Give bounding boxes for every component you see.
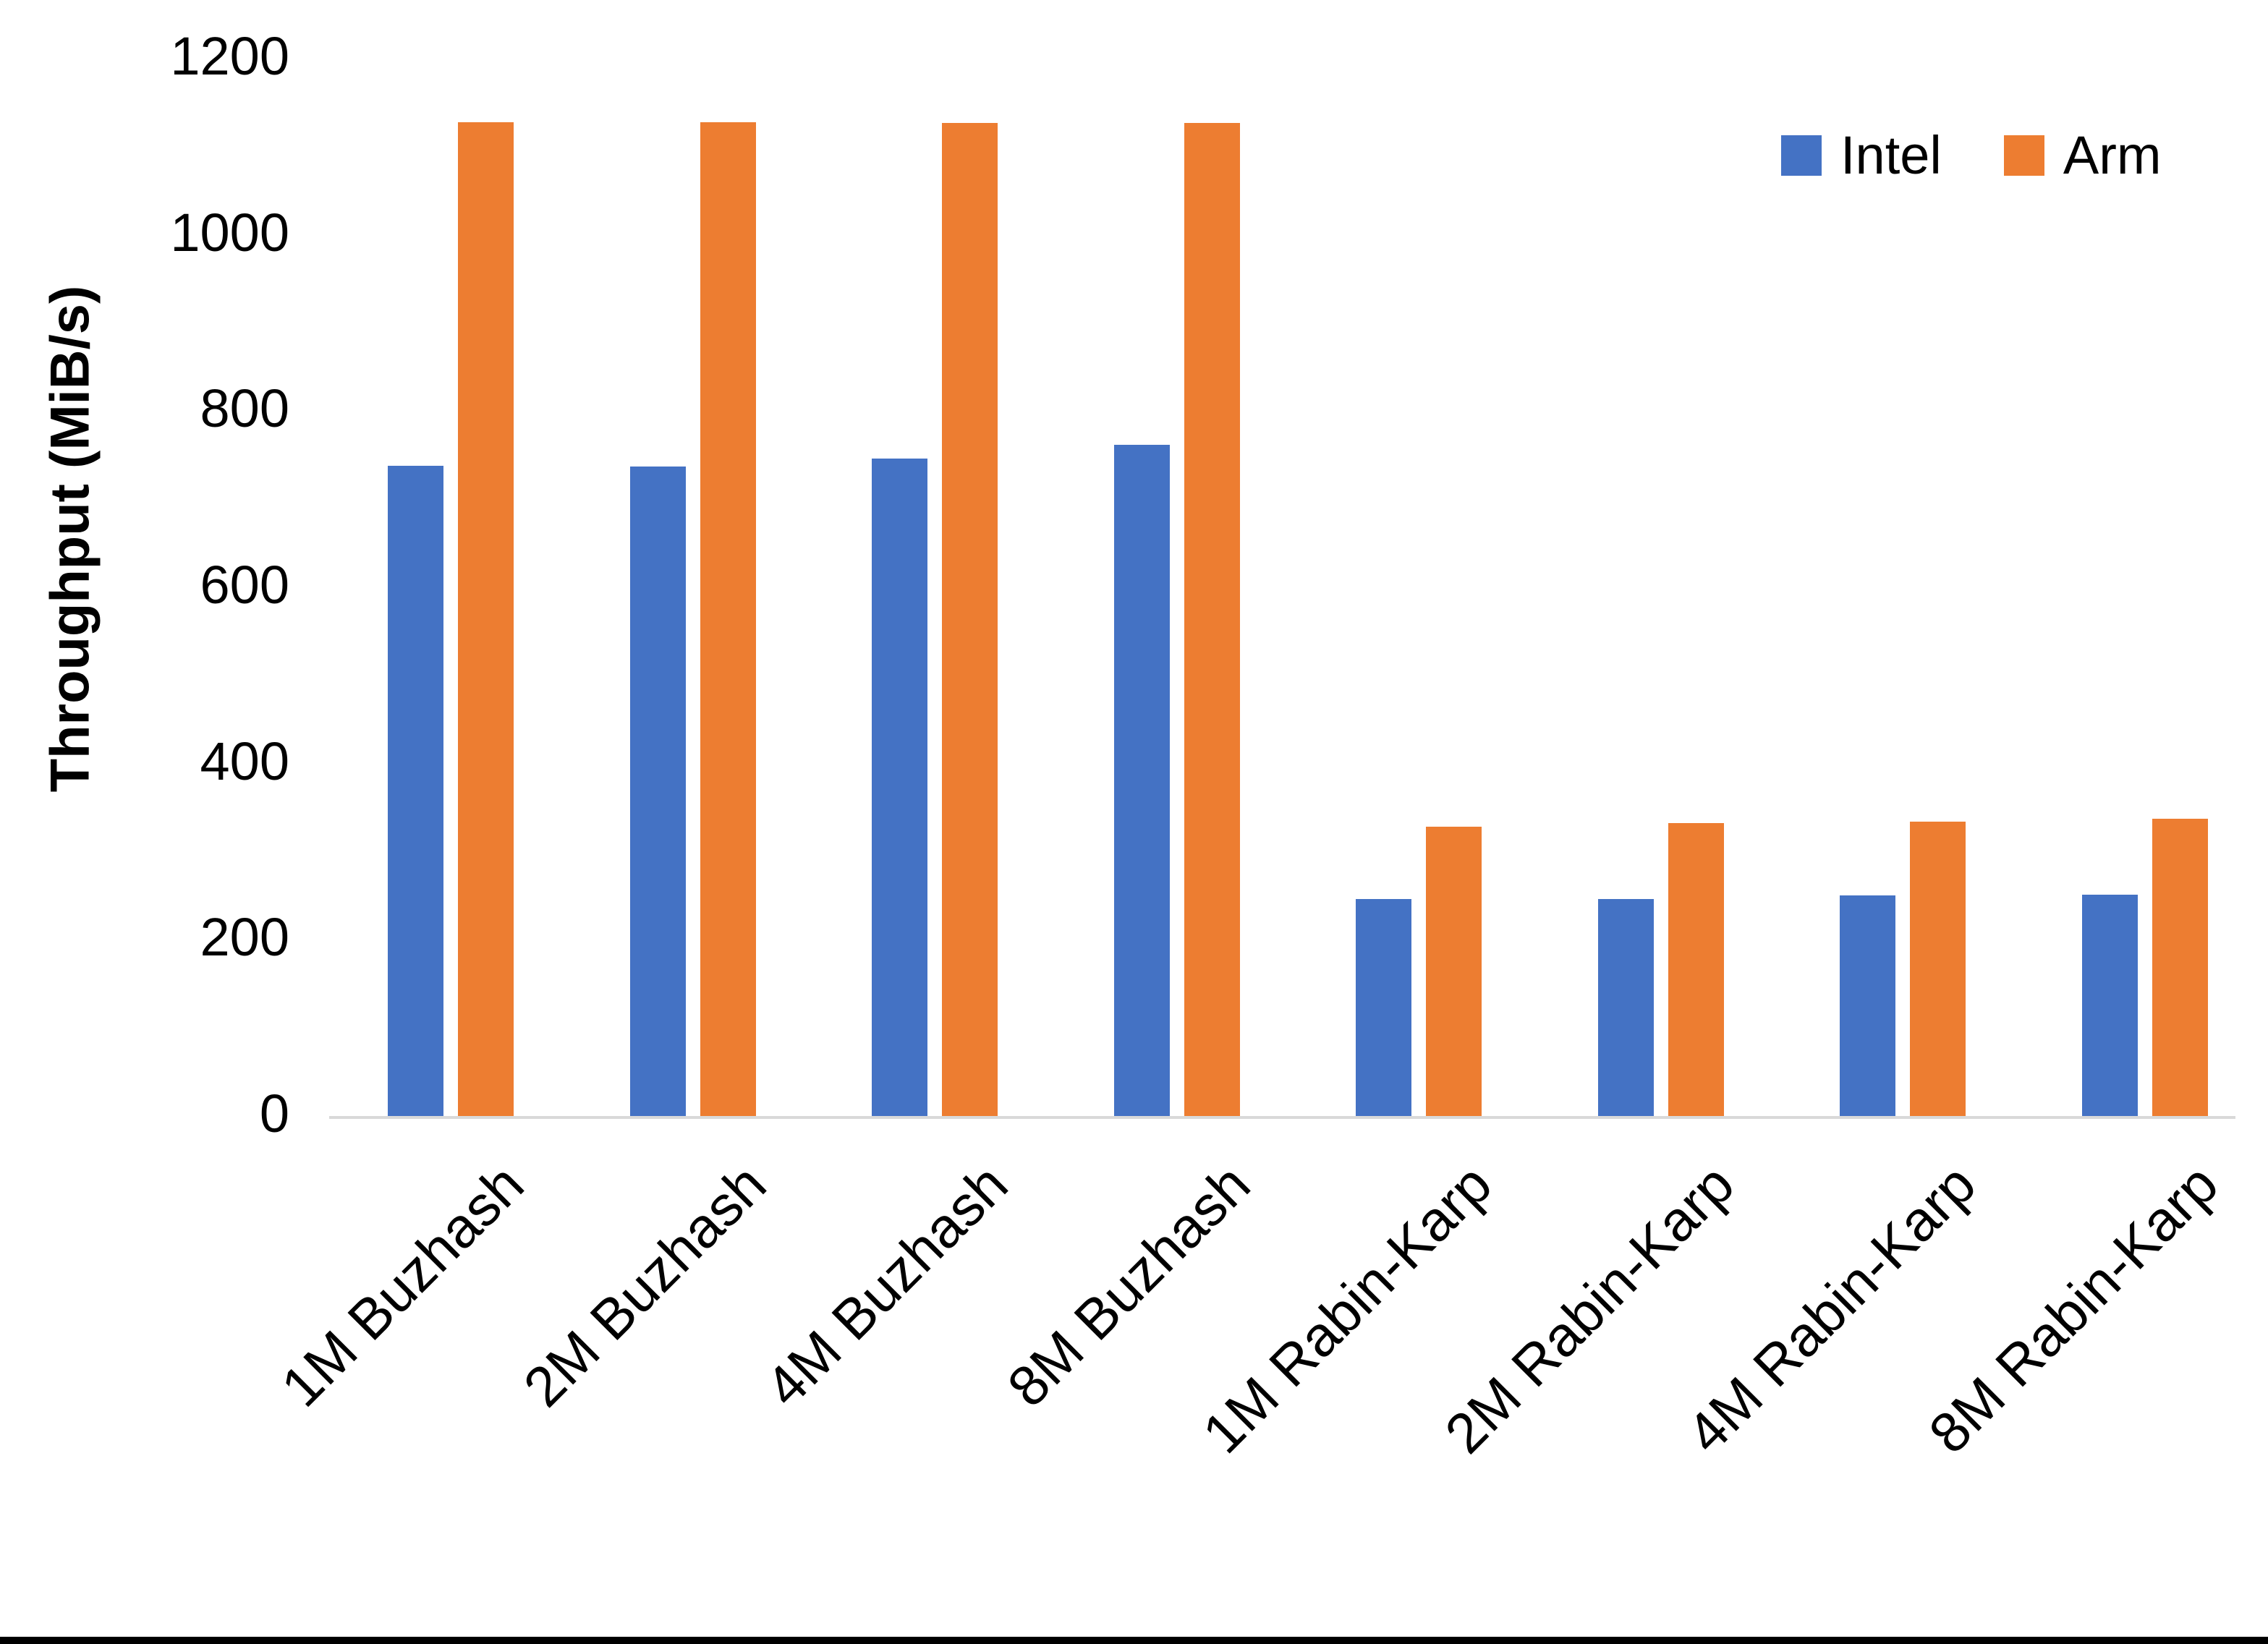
bar-intel-2 [629, 466, 686, 1116]
y-tick-label: 200 [200, 907, 289, 968]
bar-intel-7 [1840, 895, 1895, 1116]
bar-arm-6 [1668, 823, 1724, 1116]
y-tick-label: 1000 [170, 202, 289, 263]
bar-arm-3 [942, 122, 998, 1116]
y-tick-label: 600 [200, 554, 289, 615]
y-tick-label: 800 [200, 378, 289, 439]
bar-intel-8 [2081, 895, 2138, 1116]
category-label: 4M Buzhash [753, 1151, 1020, 1419]
legend: Intel Arm [1781, 124, 2162, 186]
bar-intel-6 [1597, 899, 1654, 1116]
bar-arm-4 [1184, 122, 1240, 1116]
bar-arm-8 [2152, 819, 2208, 1116]
bar-intel-3 [872, 458, 927, 1116]
x-axis-line [329, 1116, 2235, 1119]
y-tick-label: 0 [259, 1083, 289, 1144]
y-tick-label: 400 [200, 731, 289, 791]
category-label: 1M Buzhash [269, 1151, 536, 1419]
legend-label-arm: Arm [2063, 125, 2162, 185]
bar-intel-1 [388, 465, 443, 1116]
bar-arm-7 [1910, 822, 1966, 1116]
bar-arm-5 [1426, 827, 1482, 1116]
legend-swatch-arm [2003, 135, 2044, 176]
bar-arm-1 [458, 122, 514, 1116]
legend-swatch-intel [1781, 135, 1822, 176]
category-label: 8M Buzhash [995, 1151, 1262, 1419]
y-axis-title: Throughput (MiB/s) [39, 285, 101, 793]
category-label: 2M Buzhash [511, 1151, 778, 1419]
legend-label-intel: Intel [1840, 125, 1942, 185]
bar-intel-5 [1356, 899, 1411, 1116]
bar-intel-4 [1113, 444, 1170, 1116]
bottom-border [0, 1637, 2268, 1644]
y-tick-label: 1200 [170, 25, 289, 86]
bar-arm-2 [700, 122, 756, 1116]
